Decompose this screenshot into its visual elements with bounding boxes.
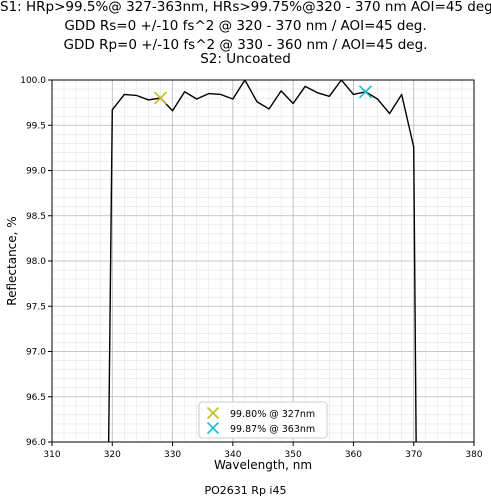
y-tick-label: 100.0 (20, 76, 46, 86)
y-tick-label: 98.0 (26, 257, 46, 267)
x-tick-label: 380 (465, 450, 482, 460)
marker-layer (153, 85, 373, 105)
chart-title-line-4: S2: Uncoated (200, 51, 291, 67)
y-tick-label: 97.0 (26, 348, 46, 358)
data-marker-2 (358, 85, 373, 99)
tick-layer: 310 320 330 340 350 360 370 380 96.0 96.5 97.0 97.5… (20, 76, 483, 460)
series-layer (107, 80, 417, 442)
y-tick-label: 98.5 (26, 212, 46, 222)
data-marker-1 (153, 91, 168, 105)
x-tick-label: 310 (43, 450, 60, 460)
y-tick-label: 97.5 (26, 302, 46, 312)
y-tick-label: 99.0 (26, 167, 46, 177)
chart-caption: PO2631 Rp i45 (204, 484, 287, 497)
legend: 99.80% @ 327nm 99.87% @ 363nm (198, 401, 328, 439)
legend-label-2: 99.87% @ 363nm (230, 424, 315, 435)
x-tick-label: 340 (224, 450, 241, 460)
y-axis-label: Reflectance, % (5, 216, 19, 305)
series-line-reflectance (107, 80, 417, 442)
legend-marker-2 (206, 421, 220, 435)
legend-marker-1 (206, 406, 220, 420)
x-tick-label: 350 (285, 450, 302, 460)
legend-box (198, 401, 328, 439)
x-tick-label: 320 (104, 450, 121, 460)
y-tick-label: 99.5 (26, 121, 46, 131)
x-axis-label: Wavelength, nm (214, 458, 312, 472)
y-tick-label: 96.5 (26, 393, 46, 403)
chart-title-line-2: GDD Rs=0 +/-10 fs^2 @ 320 - 370 nm / AOI… (64, 18, 427, 34)
x-tick-label: 330 (164, 450, 181, 460)
chart-title-line-3: GDD Rp=0 +/-10 fs^2 @ 330 - 360 nm / AOI… (63, 37, 428, 53)
x-tick-label: 370 (405, 450, 422, 460)
reflectance-chart: 310 320 330 340 350 360 370 380 96.0 96.5 97.0 97.5… (5, 76, 483, 472)
y-tick-label: 96.0 (26, 438, 46, 448)
legend-label-1: 99.80% @ 327nm (230, 409, 315, 420)
chart-title-line-1: S1: HRp>99.5%@ 327-363nm, HRs>99.75%@320… (0, 0, 491, 15)
x-tick-label: 360 (345, 450, 362, 460)
